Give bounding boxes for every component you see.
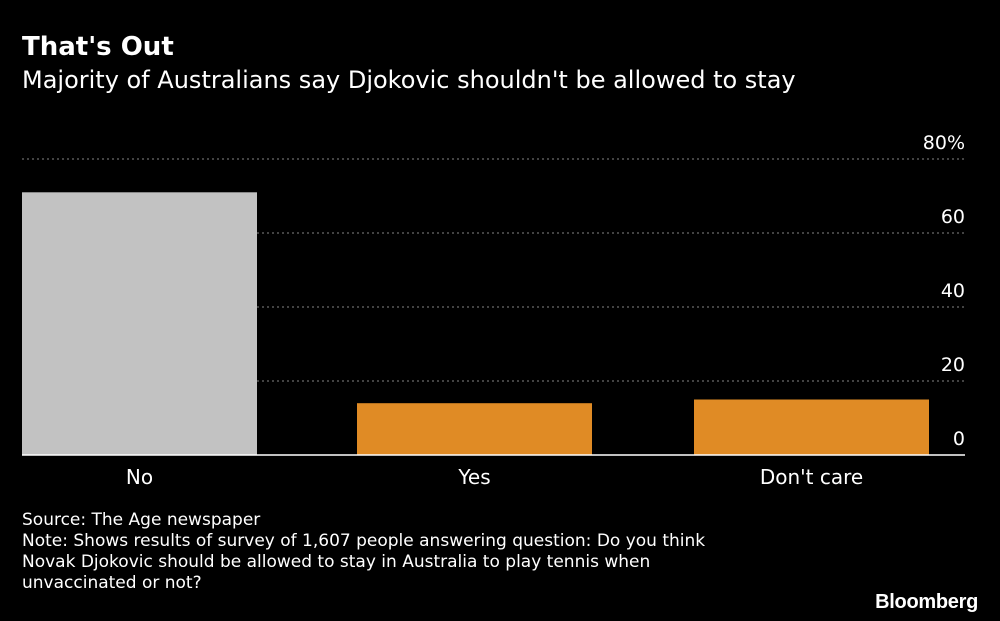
survey-note-line-2: Novak Djokovic should be allowed to stay… xyxy=(22,552,651,572)
survey-note-line-3: unvaccinated or not? xyxy=(22,573,202,593)
y-tick-label: 60 xyxy=(941,206,965,228)
chart-subtitle: Majority of Australians say Djokovic sho… xyxy=(22,66,796,94)
chart-title: That's Out xyxy=(22,32,174,62)
source-note: Source: The Age newspaper xyxy=(22,510,261,530)
bar-no xyxy=(22,192,257,456)
x-tick-label: No xyxy=(126,465,153,489)
bar-yes xyxy=(357,403,592,455)
x-tick-label: Yes xyxy=(457,465,490,489)
y-tick-label: 80% xyxy=(923,132,965,154)
y-tick-label: 20 xyxy=(941,354,965,376)
x-tick-label: Don't care xyxy=(760,465,863,489)
survey-note-line-1: Note: Shows results of survey of 1,607 p… xyxy=(22,531,706,551)
chart-footnotes: Source: The Age newspaper Note: Shows re… xyxy=(22,510,842,594)
bar-don-t-care xyxy=(694,399,929,455)
y-tick-label: 0 xyxy=(953,428,965,450)
bloomberg-logo: Bloomberg xyxy=(875,591,978,613)
y-tick-label: 40 xyxy=(941,280,965,302)
